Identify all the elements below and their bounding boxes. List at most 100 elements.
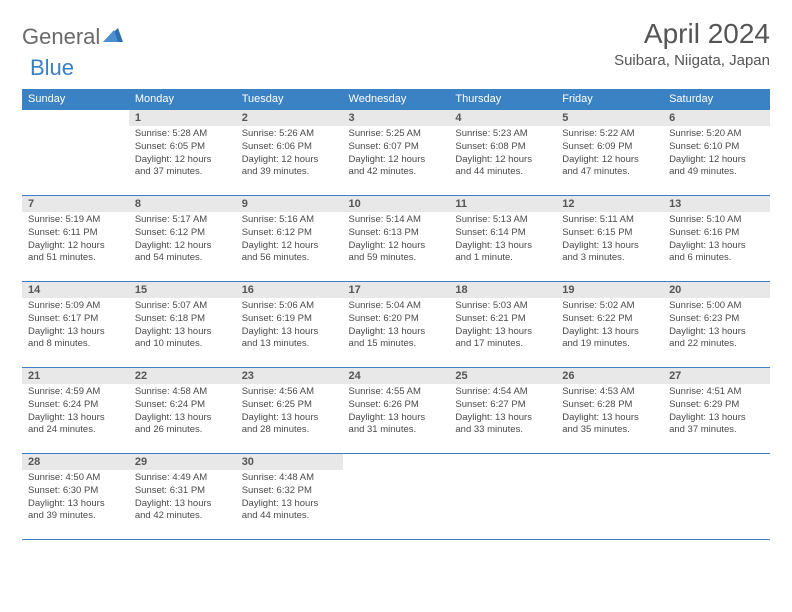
calendar-table: SundayMondayTuesdayWednesdayThursdayFrid… — [22, 89, 770, 540]
day-details: Sunrise: 4:54 AMSunset: 6:27 PMDaylight:… — [449, 384, 556, 441]
day-number: 13 — [663, 196, 770, 212]
logo-triangle-icon — [103, 26, 123, 47]
day-number: 12 — [556, 196, 663, 212]
day-details: Sunrise: 4:59 AMSunset: 6:24 PMDaylight:… — [22, 384, 129, 441]
day-number: 5 — [556, 110, 663, 126]
day-details: Sunrise: 5:02 AMSunset: 6:22 PMDaylight:… — [556, 298, 663, 355]
day-details: Sunrise: 5:09 AMSunset: 6:17 PMDaylight:… — [22, 298, 129, 355]
day-details: Sunrise: 5:03 AMSunset: 6:21 PMDaylight:… — [449, 298, 556, 355]
logo-text-1: General — [22, 24, 100, 50]
day-details: Sunrise: 4:49 AMSunset: 6:31 PMDaylight:… — [129, 470, 236, 527]
day-number: 24 — [343, 368, 450, 384]
day-details: Sunrise: 5:22 AMSunset: 6:09 PMDaylight:… — [556, 126, 663, 183]
day-cell: 2Sunrise: 5:26 AMSunset: 6:06 PMDaylight… — [236, 110, 343, 196]
day-number: 15 — [129, 282, 236, 298]
day-header: Tuesday — [236, 89, 343, 110]
day-details: Sunrise: 5:25 AMSunset: 6:07 PMDaylight:… — [343, 126, 450, 183]
day-number: 9 — [236, 196, 343, 212]
day-cell — [343, 454, 450, 540]
day-cell: 7Sunrise: 5:19 AMSunset: 6:11 PMDaylight… — [22, 196, 129, 282]
day-details: Sunrise: 5:28 AMSunset: 6:05 PMDaylight:… — [129, 126, 236, 183]
day-details: Sunrise: 4:58 AMSunset: 6:24 PMDaylight:… — [129, 384, 236, 441]
day-number: 19 — [556, 282, 663, 298]
day-details: Sunrise: 5:10 AMSunset: 6:16 PMDaylight:… — [663, 212, 770, 269]
day-header: Monday — [129, 89, 236, 110]
day-number: 4 — [449, 110, 556, 126]
day-cell: 9Sunrise: 5:16 AMSunset: 6:12 PMDaylight… — [236, 196, 343, 282]
day-cell: 18Sunrise: 5:03 AMSunset: 6:21 PMDayligh… — [449, 282, 556, 368]
day-number: 16 — [236, 282, 343, 298]
day-details: Sunrise: 5:00 AMSunset: 6:23 PMDaylight:… — [663, 298, 770, 355]
day-cell: 20Sunrise: 5:00 AMSunset: 6:23 PMDayligh… — [663, 282, 770, 368]
day-number: 23 — [236, 368, 343, 384]
day-cell: 14Sunrise: 5:09 AMSunset: 6:17 PMDayligh… — [22, 282, 129, 368]
week-row: 28Sunrise: 4:50 AMSunset: 6:30 PMDayligh… — [22, 454, 770, 540]
day-cell: 22Sunrise: 4:58 AMSunset: 6:24 PMDayligh… — [129, 368, 236, 454]
day-number: 14 — [22, 282, 129, 298]
day-details: Sunrise: 4:53 AMSunset: 6:28 PMDaylight:… — [556, 384, 663, 441]
day-details: Sunrise: 4:50 AMSunset: 6:30 PMDaylight:… — [22, 470, 129, 527]
logo: General — [22, 24, 125, 50]
day-details: Sunrise: 5:17 AMSunset: 6:12 PMDaylight:… — [129, 212, 236, 269]
day-cell: 23Sunrise: 4:56 AMSunset: 6:25 PMDayligh… — [236, 368, 343, 454]
day-details: Sunrise: 5:20 AMSunset: 6:10 PMDaylight:… — [663, 126, 770, 183]
day-cell: 12Sunrise: 5:11 AMSunset: 6:15 PMDayligh… — [556, 196, 663, 282]
day-header: Saturday — [663, 89, 770, 110]
week-row: 14Sunrise: 5:09 AMSunset: 6:17 PMDayligh… — [22, 282, 770, 368]
day-number: 8 — [129, 196, 236, 212]
day-number: 2 — [236, 110, 343, 126]
day-cell: 30Sunrise: 4:48 AMSunset: 6:32 PMDayligh… — [236, 454, 343, 540]
week-row: 7Sunrise: 5:19 AMSunset: 6:11 PMDaylight… — [22, 196, 770, 282]
day-cell: 5Sunrise: 5:22 AMSunset: 6:09 PMDaylight… — [556, 110, 663, 196]
day-cell: 13Sunrise: 5:10 AMSunset: 6:16 PMDayligh… — [663, 196, 770, 282]
day-cell: 28Sunrise: 4:50 AMSunset: 6:30 PMDayligh… — [22, 454, 129, 540]
day-cell: 25Sunrise: 4:54 AMSunset: 6:27 PMDayligh… — [449, 368, 556, 454]
day-header: Wednesday — [343, 89, 450, 110]
day-number: 1 — [129, 110, 236, 126]
day-details: Sunrise: 4:56 AMSunset: 6:25 PMDaylight:… — [236, 384, 343, 441]
day-details: Sunrise: 5:04 AMSunset: 6:20 PMDaylight:… — [343, 298, 450, 355]
day-cell: 27Sunrise: 4:51 AMSunset: 6:29 PMDayligh… — [663, 368, 770, 454]
day-cell: 8Sunrise: 5:17 AMSunset: 6:12 PMDaylight… — [129, 196, 236, 282]
day-details: Sunrise: 4:48 AMSunset: 6:32 PMDaylight:… — [236, 470, 343, 527]
day-cell: 29Sunrise: 4:49 AMSunset: 6:31 PMDayligh… — [129, 454, 236, 540]
day-number: 29 — [129, 454, 236, 470]
day-number: 25 — [449, 368, 556, 384]
day-details: Sunrise: 5:11 AMSunset: 6:15 PMDaylight:… — [556, 212, 663, 269]
day-of-week-row: SundayMondayTuesdayWednesdayThursdayFrid… — [22, 89, 770, 110]
day-cell: 10Sunrise: 5:14 AMSunset: 6:13 PMDayligh… — [343, 196, 450, 282]
week-row: 21Sunrise: 4:59 AMSunset: 6:24 PMDayligh… — [22, 368, 770, 454]
month-title: April 2024 — [614, 18, 770, 50]
day-number: 10 — [343, 196, 450, 212]
logo-text-2: Blue — [30, 55, 74, 81]
day-header: Sunday — [22, 89, 129, 110]
day-number: 22 — [129, 368, 236, 384]
day-cell: 16Sunrise: 5:06 AMSunset: 6:19 PMDayligh… — [236, 282, 343, 368]
day-number: 3 — [343, 110, 450, 126]
day-number: 28 — [22, 454, 129, 470]
day-details: Sunrise: 5:16 AMSunset: 6:12 PMDaylight:… — [236, 212, 343, 269]
week-row: 1Sunrise: 5:28 AMSunset: 6:05 PMDaylight… — [22, 110, 770, 196]
day-cell: 3Sunrise: 5:25 AMSunset: 6:07 PMDaylight… — [343, 110, 450, 196]
day-details: Sunrise: 5:26 AMSunset: 6:06 PMDaylight:… — [236, 126, 343, 183]
day-cell: 24Sunrise: 4:55 AMSunset: 6:26 PMDayligh… — [343, 368, 450, 454]
day-number: 20 — [663, 282, 770, 298]
day-details: Sunrise: 4:55 AMSunset: 6:26 PMDaylight:… — [343, 384, 450, 441]
day-details: Sunrise: 5:13 AMSunset: 6:14 PMDaylight:… — [449, 212, 556, 269]
day-number: 17 — [343, 282, 450, 298]
day-cell: 15Sunrise: 5:07 AMSunset: 6:18 PMDayligh… — [129, 282, 236, 368]
day-cell: 1Sunrise: 5:28 AMSunset: 6:05 PMDaylight… — [129, 110, 236, 196]
day-cell: 26Sunrise: 4:53 AMSunset: 6:28 PMDayligh… — [556, 368, 663, 454]
day-cell: 6Sunrise: 5:20 AMSunset: 6:10 PMDaylight… — [663, 110, 770, 196]
day-details: Sunrise: 5:23 AMSunset: 6:08 PMDaylight:… — [449, 126, 556, 183]
day-cell — [556, 454, 663, 540]
day-header: Thursday — [449, 89, 556, 110]
day-number: 6 — [663, 110, 770, 126]
day-cell: 17Sunrise: 5:04 AMSunset: 6:20 PMDayligh… — [343, 282, 450, 368]
day-cell: 21Sunrise: 4:59 AMSunset: 6:24 PMDayligh… — [22, 368, 129, 454]
day-number: 7 — [22, 196, 129, 212]
day-number: 21 — [22, 368, 129, 384]
day-number: 11 — [449, 196, 556, 212]
day-number: 27 — [663, 368, 770, 384]
day-cell: 4Sunrise: 5:23 AMSunset: 6:08 PMDaylight… — [449, 110, 556, 196]
